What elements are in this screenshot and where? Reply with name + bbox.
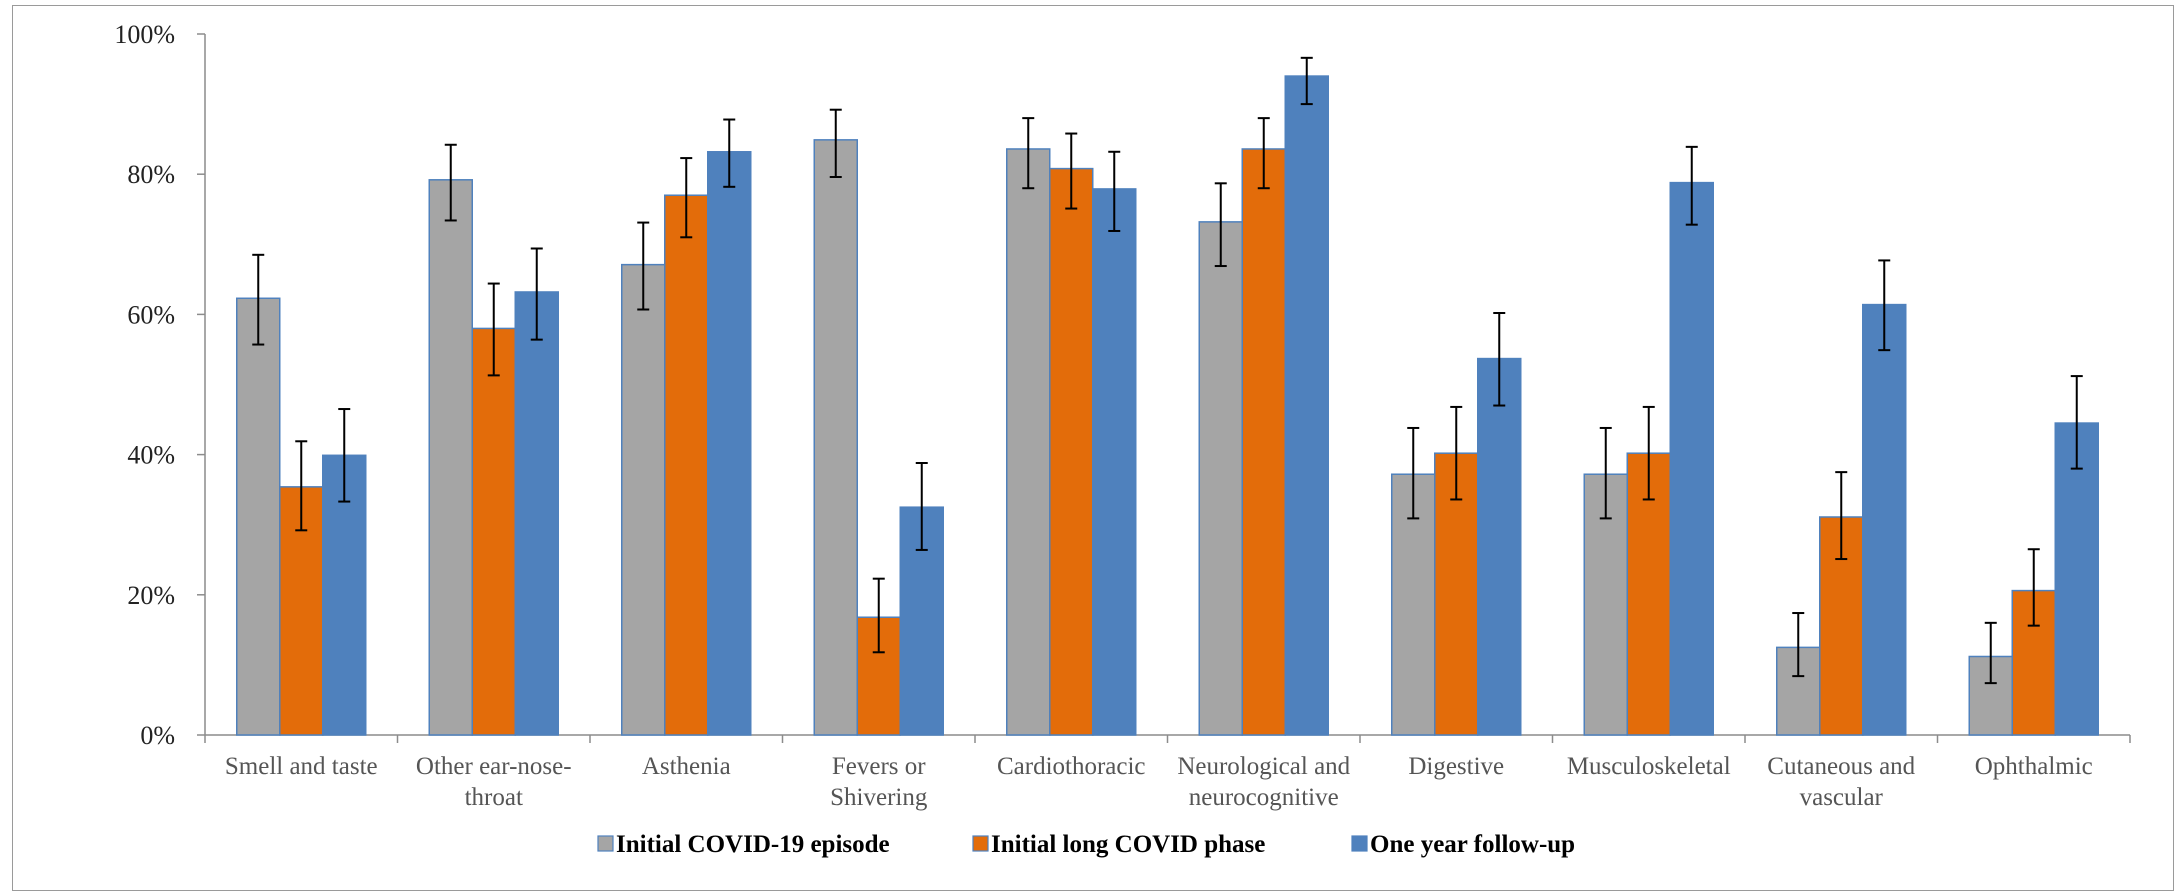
bar — [515, 292, 558, 735]
x-category-label-line: Asthenia — [642, 753, 731, 780]
legend-label: Initial COVID-19 episode — [616, 831, 890, 858]
x-category-label: Neurological and neurocognitive — [1177, 753, 1350, 811]
x-category-label-line: Shivering — [830, 784, 928, 811]
bar — [472, 328, 515, 735]
bar — [1670, 183, 1713, 735]
x-category-label-line: Cutaneous and — [1767, 753, 1915, 780]
bar — [814, 140, 857, 735]
bar — [1050, 169, 1093, 735]
x-category-label-line: vascular — [1800, 784, 1884, 811]
bar — [1007, 149, 1050, 735]
bar — [1285, 76, 1328, 735]
x-category-label-line: neurocognitive — [1189, 784, 1339, 811]
x-category-label-line: Cardiothoracic — [997, 753, 1146, 780]
x-category-label-line: Neurological and — [1177, 753, 1350, 780]
x-category-label: Cardiothoracic — [997, 753, 1146, 780]
bar — [622, 265, 665, 735]
x-category-label: Digestive — [1408, 753, 1504, 780]
x-category-label: Smell and taste — [225, 753, 378, 780]
bar — [708, 152, 751, 735]
y-tick-label: 20% — [127, 581, 175, 610]
bar — [1242, 149, 1285, 735]
y-tick-label: 80% — [127, 160, 175, 189]
x-category-label-line: Digestive — [1408, 753, 1504, 780]
y-tick-label: 100% — [114, 20, 175, 49]
bar — [429, 180, 472, 735]
bar — [1478, 359, 1521, 735]
y-tick-label: 60% — [127, 300, 175, 329]
x-category-label: Fevers or Shivering — [830, 753, 928, 811]
x-category-label: Ophthalmic — [1975, 753, 2093, 780]
bar — [1199, 222, 1242, 735]
x-category-label-line: throat — [465, 784, 523, 811]
x-category-label-line: Ophthalmic — [1975, 753, 2093, 780]
y-tick-label: 40% — [127, 441, 175, 470]
x-category-label: Other ear-nose-throat — [416, 753, 572, 811]
bar — [1093, 189, 1136, 735]
x-category-label-line: Fevers or — [832, 753, 926, 780]
legend-swatch — [1352, 836, 1367, 851]
bar — [237, 298, 280, 735]
legend-swatch — [973, 836, 988, 851]
x-category-label: Asthenia — [642, 753, 731, 780]
x-category-label: Cutaneous and vascular — [1767, 753, 1915, 811]
legend-label: Initial long COVID phase — [991, 831, 1265, 858]
legend-swatch — [598, 836, 613, 851]
bar — [665, 195, 708, 735]
y-tick-label: 0% — [140, 721, 175, 750]
legend-label: One year follow-up — [1370, 831, 1575, 858]
x-category-label: Musculoskeletal — [1567, 753, 1731, 780]
x-category-label-line: Smell and taste — [225, 753, 378, 780]
x-category-label-line: Other ear-nose- — [416, 753, 572, 780]
bar — [2055, 423, 2098, 735]
x-category-label-line: Musculoskeletal — [1567, 753, 1731, 780]
bar — [1863, 305, 1906, 735]
